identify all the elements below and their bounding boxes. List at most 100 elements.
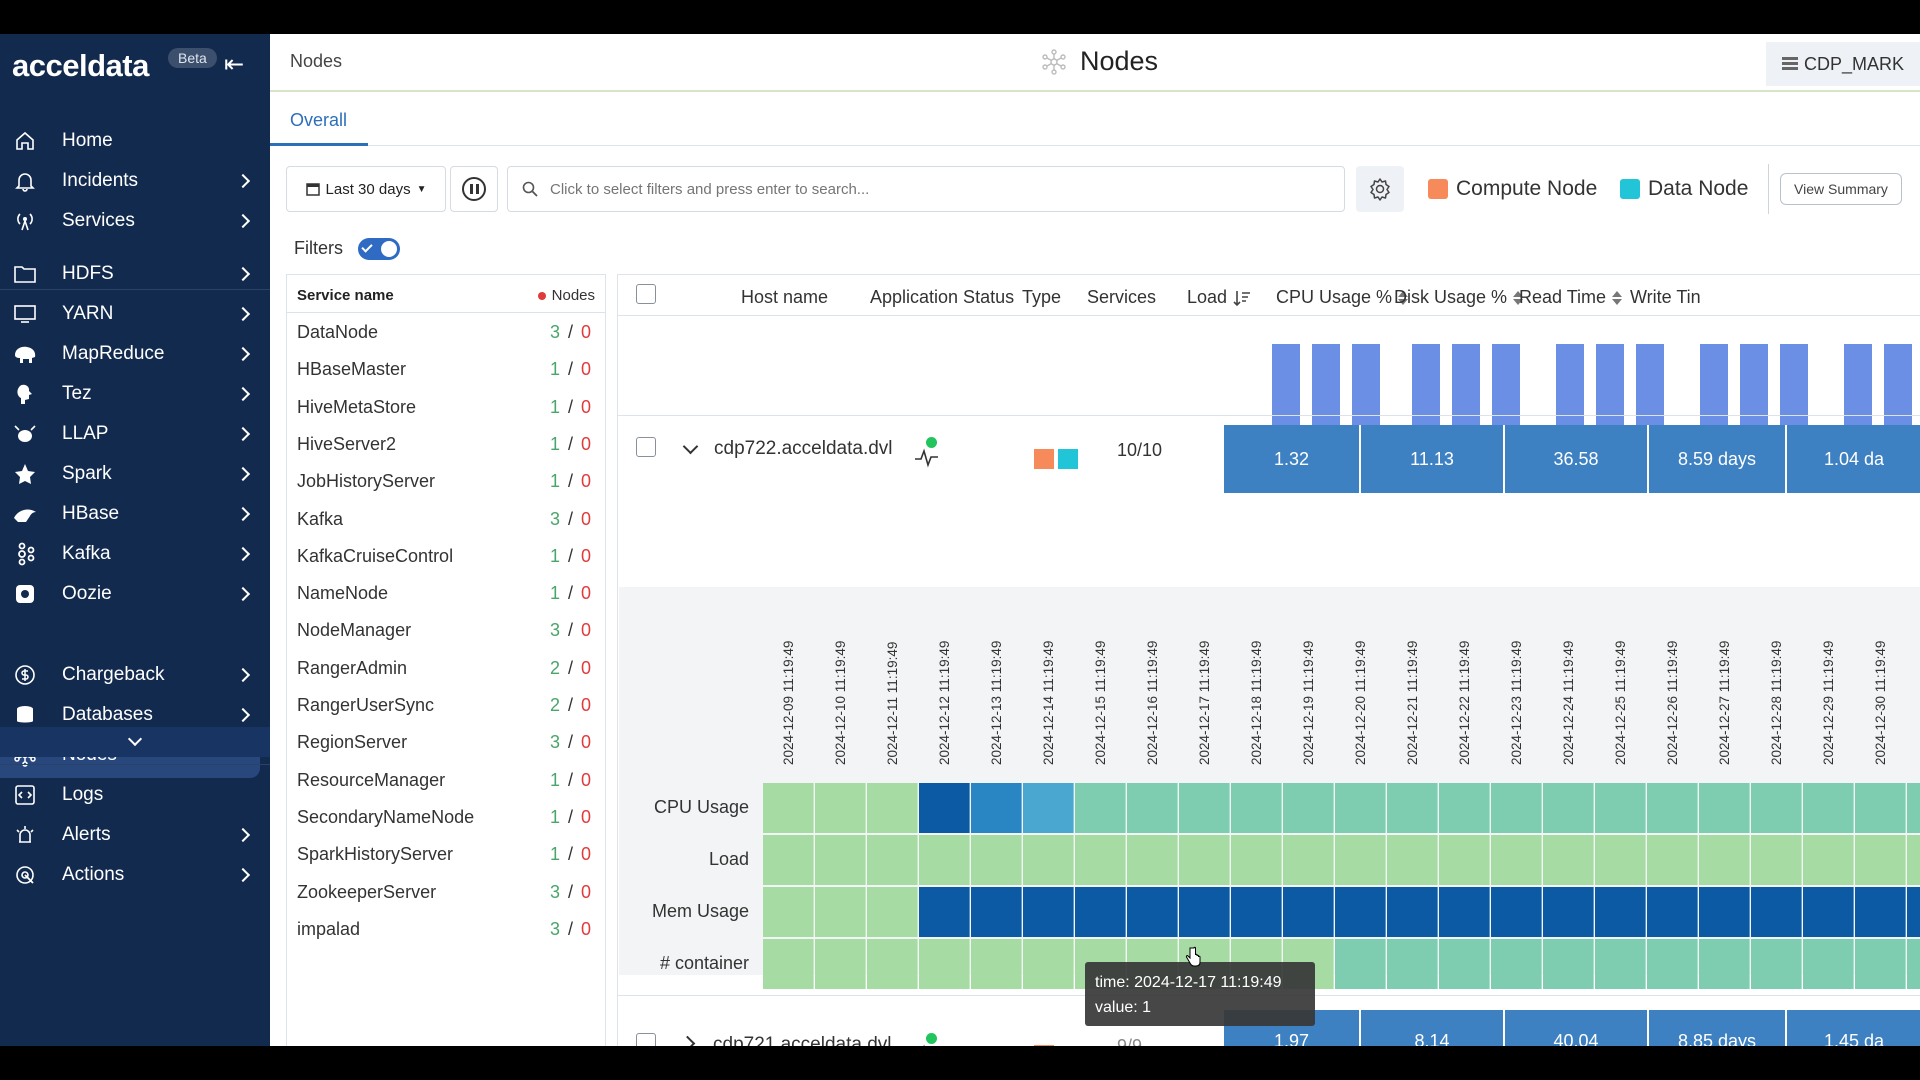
filters-toggle[interactable]	[358, 238, 400, 260]
service-name[interactable]: NameNode	[297, 583, 389, 604]
sidebar-item-logs[interactable]: Logs	[0, 772, 270, 818]
heatmap-cell[interactable]	[1283, 835, 1334, 885]
service-filter-row[interactable]: DataNode 3 / 0	[287, 313, 605, 350]
heatmap-cell[interactable]	[1855, 783, 1906, 833]
heatmap-cell[interactable]	[1439, 835, 1490, 885]
heatmap-cell[interactable]	[1647, 939, 1698, 989]
nodes-up-count[interactable]: 1	[549, 545, 560, 566]
nodes-down-count[interactable]: 0	[580, 322, 591, 342]
service-name[interactable]: Kafka	[297, 508, 344, 529]
heatmap-cell[interactable]	[1595, 835, 1646, 885]
search-input[interactable]	[550, 180, 1310, 198]
row-checkbox[interactable]	[636, 1033, 656, 1046]
nodes-up-count[interactable]: 3	[549, 732, 560, 753]
service-filter-row[interactable]: RegionServer 3 / 0	[287, 723, 605, 760]
heatmap-cell[interactable]	[1907, 835, 1920, 885]
heatmap-cell[interactable]	[1387, 783, 1438, 833]
heatmap-cell[interactable]	[1751, 939, 1802, 989]
heatmap-cell[interactable]	[1803, 783, 1854, 833]
service-name[interactable]: ResourceManager	[297, 769, 446, 790]
sidebar-item-kafka[interactable]: Kafka	[0, 531, 270, 577]
heatmap-cell[interactable]	[1283, 783, 1334, 833]
heatmap-cell[interactable]	[763, 835, 814, 885]
service-filter-row[interactable]: RangerUserSync 2 / 0	[287, 686, 605, 723]
heatmap-cell[interactable]	[919, 835, 970, 885]
service-name[interactable]: JobHistoryServer	[297, 471, 436, 492]
sidebar-item-yarn[interactable]: YARN	[0, 291, 270, 337]
heatmap-cell[interactable]	[1699, 887, 1750, 937]
nodes-up-count[interactable]: 2	[549, 657, 560, 678]
heatmap-cell[interactable]	[1075, 783, 1126, 833]
service-filter-row[interactable]: ZookeeperServer 3 / 0	[287, 873, 605, 910]
heatmap-cell[interactable]	[815, 939, 866, 989]
nodes-down-count[interactable]: 0	[580, 695, 591, 715]
heatmap-cell[interactable]	[1231, 887, 1282, 937]
sidebar-item-oozie[interactable]: Oozie	[0, 571, 270, 617]
nodes-down-count[interactable]: 0	[580, 359, 591, 380]
heatmap-cell[interactable]	[1075, 887, 1126, 937]
service-name[interactable]: RangerAdmin	[297, 657, 408, 678]
nodes-up-count[interactable]: 3	[549, 620, 560, 641]
sidebar-item-mapreduce[interactable]: MapReduce	[0, 331, 270, 377]
heatmap-cell[interactable]	[1023, 783, 1074, 833]
heatmap-cell[interactable]	[1491, 835, 1542, 885]
heatmap-cell[interactable]	[919, 939, 970, 989]
heatmap-cell[interactable]	[815, 887, 866, 937]
nodes-up-count[interactable]: 3	[549, 918, 560, 939]
heatmap-cell[interactable]	[1699, 939, 1750, 989]
nodes-down-count[interactable]: 0	[580, 583, 591, 604]
nodes-down-count[interactable]: 0	[580, 732, 591, 753]
sidebar-item-actions[interactable]: Actions	[0, 852, 270, 898]
heatmap-cell[interactable]	[1855, 939, 1906, 989]
service-name[interactable]: DataNode	[297, 322, 379, 342]
column-type[interactable]: Type	[1022, 287, 1061, 308]
service-filter-row[interactable]: KafkaCruiseControl 1 / 0	[287, 537, 605, 574]
nodes-up-count[interactable]: 2	[549, 695, 560, 715]
expand-row-icon[interactable]	[679, 1035, 696, 1046]
service-filter-row[interactable]: JobHistoryServer 1 / 0	[287, 462, 605, 499]
heatmap-cell[interactable]	[1491, 939, 1542, 989]
heatmap-cell[interactable]	[815, 783, 866, 833]
service-name[interactable]: HiveServer2	[297, 433, 397, 454]
heatmap-cell[interactable]	[1803, 887, 1854, 937]
sidebar-item-services[interactable]: Services	[0, 198, 270, 244]
service-filter-row[interactable]: HiveMetaStore 1 / 0	[287, 388, 605, 425]
heatmap-cell[interactable]	[867, 783, 918, 833]
service-name[interactable]: HBaseMaster	[297, 359, 407, 380]
nodes-down-count[interactable]: 0	[580, 881, 591, 902]
heatmap-cell[interactable]	[1231, 783, 1282, 833]
heatmap-cell[interactable]	[867, 939, 918, 989]
heatmap-cell[interactable]	[1179, 783, 1230, 833]
service-filter-row[interactable]: NodeManager 3 / 0	[287, 611, 605, 648]
heatmap-cell[interactable]	[1023, 939, 1074, 989]
column-read-time[interactable]: Read Time	[1519, 287, 1623, 308]
heatmap-cell[interactable]	[1699, 835, 1750, 885]
nodes-down-count[interactable]: 0	[580, 918, 591, 939]
heatmap-cell[interactable]	[1907, 783, 1920, 833]
heatmap-cell[interactable]	[1751, 835, 1802, 885]
service-filter-row[interactable]: HiveServer2 1 / 0	[287, 425, 605, 462]
column-cpu-usage[interactable]: CPU Usage %	[1276, 287, 1409, 308]
service-filter-row[interactable]: HBaseMaster 1 / 0	[287, 350, 605, 387]
view-summary-button[interactable]: View Summary	[1780, 173, 1902, 205]
nodes-up-count[interactable]: 1	[549, 433, 560, 454]
heatmap-cell[interactable]	[1855, 887, 1906, 937]
heatmap-cell[interactable]	[1075, 835, 1126, 885]
nodes-up-count[interactable]: 1	[549, 359, 560, 380]
heatmap-cell[interactable]	[1543, 887, 1594, 937]
service-name[interactable]: RangerUserSync	[297, 695, 435, 715]
heatmap-cell[interactable]	[1335, 939, 1386, 989]
nodes-up-count[interactable]: 1	[549, 769, 560, 790]
heatmap-cell[interactable]	[1127, 887, 1178, 937]
heatmap-cell[interactable]	[1543, 783, 1594, 833]
sidebar-item-chargeback[interactable]: Chargeback	[0, 652, 270, 698]
nodes-up-count[interactable]: 1	[549, 471, 560, 492]
sidebar-item-hdfs[interactable]: HDFS	[0, 251, 270, 297]
heatmap-cell[interactable]	[1907, 939, 1920, 989]
heatmap-cell[interactable]	[1335, 783, 1386, 833]
sidebar-item-home[interactable]: Home	[0, 118, 270, 164]
nodes-up-count[interactable]: 3	[549, 881, 560, 902]
service-filter-row[interactable]: Kafka 3 / 0	[287, 500, 605, 537]
heatmap-cell[interactable]	[1179, 835, 1230, 885]
heatmap-cell[interactable]	[763, 887, 814, 937]
